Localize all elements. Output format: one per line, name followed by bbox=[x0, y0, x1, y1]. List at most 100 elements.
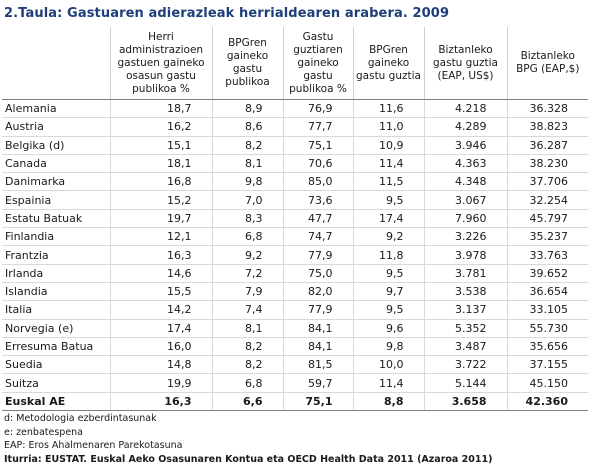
value-cell: 3.658 bbox=[423, 391, 507, 412]
value-cell: 16,2 bbox=[109, 117, 212, 137]
value-cell: 45.150 bbox=[506, 373, 588, 393]
value-cell: 32.254 bbox=[506, 190, 588, 210]
table-row-total: Euskal AE 16,3 6,6 75,1 8,8 3.658 42.360 bbox=[2, 391, 588, 412]
value-cell: 3.067 bbox=[423, 190, 507, 210]
value-cell: 38.230 bbox=[506, 154, 588, 174]
value-cell: 16,0 bbox=[109, 337, 212, 357]
value-cell: 74,7 bbox=[282, 227, 353, 247]
value-cell: 36.654 bbox=[506, 282, 588, 302]
country-cell: Espainia bbox=[2, 190, 110, 210]
header-cell-total-gdp: BPGren gaineko gastu guztia bbox=[352, 27, 424, 100]
value-cell: 11,5 bbox=[352, 172, 424, 192]
table-row: Suedia 14,8 8,2 81,5 10,0 3.722 37.155 bbox=[2, 355, 588, 375]
value-cell: 84,1 bbox=[282, 337, 353, 357]
table-row: Finlandia 12,1 6,8 74,7 9,2 3.226 35.237 bbox=[2, 227, 588, 247]
value-cell: 76,9 bbox=[282, 99, 353, 119]
table-row: Erresuma Batua 16,0 8,2 84,1 9,8 3.487 35.656 bbox=[2, 337, 588, 357]
value-cell: 8,2 bbox=[211, 337, 283, 357]
value-cell: 9,2 bbox=[211, 245, 283, 265]
table-row: Italia 14,2 7,4 77,9 9,5 3.137 33.105 bbox=[2, 300, 588, 320]
country-cell: Italia bbox=[2, 300, 110, 320]
value-cell: 8,9 bbox=[211, 99, 283, 119]
value-cell: 42.360 bbox=[506, 391, 588, 412]
table-row: Alemania 18,7 8,9 76,9 11,6 4.218 36.328 bbox=[2, 99, 588, 119]
value-cell: 55.730 bbox=[506, 319, 588, 338]
data-table-container: Herri administrazioen gastuen gaineko os… bbox=[2, 27, 588, 412]
value-cell: 9,8 bbox=[211, 172, 283, 192]
footnote-e: e: zenbatespena bbox=[4, 426, 84, 438]
country-cell: Austria bbox=[2, 117, 110, 137]
value-cell: 12,1 bbox=[109, 227, 212, 247]
source-note: Iturria: EUSTAT. Euskal Aeko Osasunaren … bbox=[4, 453, 493, 465]
country-cell: Alemania bbox=[2, 99, 110, 119]
value-cell: 9,2 bbox=[352, 227, 424, 247]
table-body: Alemania 18,7 8,9 76,9 11,6 4.218 36.328 Austri… bbox=[2, 99, 588, 412]
value-cell: 5.144 bbox=[423, 373, 507, 393]
table-row: Espainia 15,2 7,0 73,6 9,5 3.067 32.254 bbox=[2, 190, 588, 210]
country-cell: Frantzia bbox=[2, 245, 110, 265]
value-cell: 10,0 bbox=[352, 355, 424, 375]
value-cell: 9,5 bbox=[352, 190, 424, 210]
data-table: Herri administrazioen gastuen gaineko os… bbox=[2, 27, 588, 412]
value-cell: 84,1 bbox=[282, 319, 353, 338]
table-title: 2.Taula: Gastuaren adierazleak herrialde… bbox=[4, 6, 450, 21]
value-cell: 77,9 bbox=[282, 300, 353, 320]
value-cell: 11,8 bbox=[352, 245, 424, 265]
value-cell: 6,8 bbox=[211, 373, 283, 393]
value-cell: 77,9 bbox=[282, 245, 353, 265]
value-cell: 75,1 bbox=[282, 391, 353, 412]
value-cell: 18,7 bbox=[109, 99, 212, 119]
value-cell: 8,1 bbox=[211, 154, 283, 174]
value-cell: 15,5 bbox=[109, 282, 212, 302]
table-row: Irlanda 14,6 7,2 75,0 9,5 3.781 39.652 bbox=[2, 264, 588, 283]
value-cell: 8,8 bbox=[352, 391, 424, 412]
value-cell: 3.946 bbox=[423, 136, 507, 155]
value-cell: 73,6 bbox=[282, 190, 353, 210]
value-cell: 6,8 bbox=[211, 227, 283, 247]
value-cell: 16,8 bbox=[109, 172, 212, 192]
country-cell: Erresuma Batua bbox=[2, 337, 110, 357]
country-cell: Euskal AE bbox=[2, 391, 110, 412]
country-cell: Belgika (d) bbox=[2, 136, 110, 155]
value-cell: 70,6 bbox=[282, 154, 353, 174]
value-cell: 3.137 bbox=[423, 300, 507, 320]
value-cell: 3.781 bbox=[423, 264, 507, 283]
value-cell: 38.823 bbox=[506, 117, 588, 137]
value-cell: 36.328 bbox=[506, 99, 588, 119]
value-cell: 81,5 bbox=[282, 355, 353, 375]
value-cell: 45.797 bbox=[506, 209, 588, 229]
table-row: Belgika (d) 15,1 8,2 75,1 10,9 3.946 36.287 bbox=[2, 136, 588, 155]
value-cell: 11,4 bbox=[352, 373, 424, 393]
country-cell: Canada bbox=[2, 154, 110, 174]
table-row: Austria 16,2 8,6 77,7 11,0 4.289 38.823 bbox=[2, 117, 588, 137]
value-cell: 35.237 bbox=[506, 227, 588, 247]
country-cell: Suitza bbox=[2, 373, 110, 393]
value-cell: 18,1 bbox=[109, 154, 212, 174]
table-row: Danimarka 16,8 9,8 85,0 11,5 4.348 37.706 bbox=[2, 172, 588, 192]
value-cell: 16,3 bbox=[109, 245, 212, 265]
value-cell: 17,4 bbox=[109, 319, 212, 338]
value-cell: 4.363 bbox=[423, 154, 507, 174]
value-cell: 9,8 bbox=[352, 337, 424, 357]
value-cell: 11,4 bbox=[352, 154, 424, 174]
footnote-d: d: Metodologia ezberdintasunak bbox=[4, 413, 157, 424]
header-cell-per-capita-spend: Biztanleko gastu guztia (EAP, US$) bbox=[423, 27, 507, 100]
value-cell: 77,7 bbox=[282, 117, 353, 137]
value-cell: 8,2 bbox=[211, 355, 283, 375]
value-cell: 47,7 bbox=[282, 209, 353, 229]
value-cell: 7,9 bbox=[211, 282, 283, 302]
table-row: Estatu Batuak 19,7 8,3 47,7 17,4 7.960 45.797 bbox=[2, 209, 588, 229]
header-cell-health-share: Herri administrazioen gastuen gaineko os… bbox=[109, 27, 212, 100]
value-cell: 8,1 bbox=[211, 319, 283, 338]
country-cell: Irlanda bbox=[2, 264, 110, 283]
value-cell: 4.348 bbox=[423, 172, 507, 192]
country-cell: Estatu Batuak bbox=[2, 209, 110, 229]
table-row: Frantzia 16,3 9,2 77,9 11,8 3.978 33.763 bbox=[2, 245, 588, 265]
country-cell: Norvegia (e) bbox=[2, 319, 110, 338]
value-cell: 10,9 bbox=[352, 136, 424, 155]
table-row: Norvegia (e) 17,4 8,1 84,1 9,6 5.352 55.730 bbox=[2, 319, 588, 338]
value-cell: 9,5 bbox=[352, 264, 424, 283]
value-cell: 8,3 bbox=[211, 209, 283, 229]
value-cell: 9,5 bbox=[352, 300, 424, 320]
value-cell: 3.978 bbox=[423, 245, 507, 265]
